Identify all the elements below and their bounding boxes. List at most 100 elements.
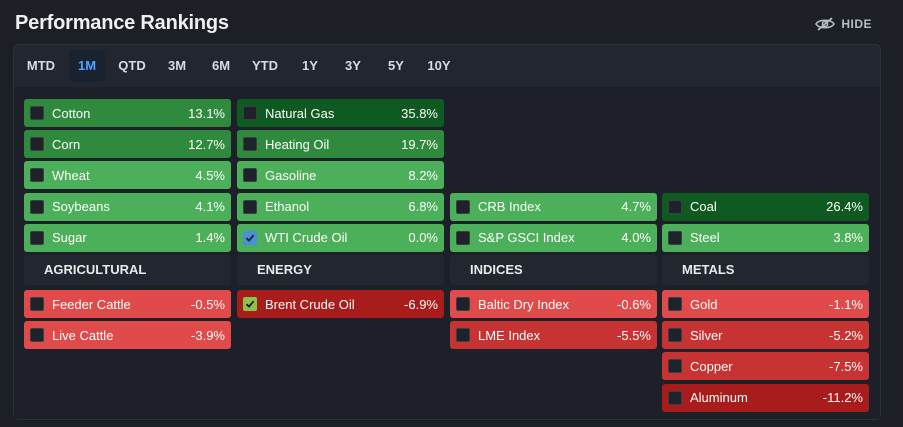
ranking-tile[interactable]: Gold -1.1% — [662, 290, 869, 318]
tile-checkbox[interactable] — [668, 199, 682, 214]
tile-name: Coal — [690, 199, 717, 215]
hide-label: HIDE — [841, 17, 872, 31]
tile-checkbox[interactable] — [456, 328, 470, 343]
ranking-tile[interactable]: Baltic Dry Index -0.6% — [450, 290, 657, 318]
tile-percent: 4.7% — [621, 199, 651, 215]
tile-checkbox[interactable] — [30, 230, 44, 245]
tile-percent: 8.2% — [408, 167, 438, 183]
eye-slash-icon — [815, 17, 836, 31]
tile-percent: 4.1% — [195, 199, 225, 215]
tile-checkbox[interactable] — [30, 328, 44, 343]
tile-name: S&P GSCI Index — [478, 230, 575, 246]
tile-name: Baltic Dry Index — [478, 296, 570, 312]
tab-ytd[interactable]: YTD — [252, 58, 278, 73]
tile-name: Feeder Cattle — [52, 296, 131, 312]
ranking-tile[interactable]: Silver -5.2% — [662, 321, 869, 350]
tile-name: Aluminum — [690, 390, 748, 406]
tile-percent: 13.1% — [188, 105, 225, 121]
tile-checkbox[interactable] — [456, 230, 470, 245]
tile-percent: -11.2% — [822, 390, 863, 406]
tile-checkbox[interactable] — [456, 199, 470, 214]
tile-percent: 4.5% — [195, 167, 225, 183]
tile-percent: -0.5% — [191, 296, 225, 312]
tile-name: Soybeans — [52, 199, 110, 215]
tile-percent: -7.5% — [829, 358, 863, 374]
ranking-tile[interactable]: Sugar 1.4% — [24, 223, 231, 252]
category-label: AGRICULTURAL — [24, 255, 231, 285]
ranking-tile[interactable]: Cotton 13.1% — [24, 99, 231, 127]
tab-6m[interactable]: 6M — [211, 58, 231, 73]
tile-percent: 4.0% — [621, 230, 651, 246]
tile-percent: 3.8% — [833, 230, 863, 246]
ranking-tile[interactable]: WTI Crude Oil 0.0% — [237, 223, 444, 252]
tile-checkbox[interactable] — [456, 297, 470, 311]
tile-checkbox[interactable] — [30, 106, 44, 120]
hide-button[interactable]: HIDE — [815, 17, 872, 31]
tile-name: Gold — [690, 296, 718, 312]
tile-checkbox[interactable] — [243, 199, 257, 214]
tile-checkbox[interactable] — [243, 106, 257, 120]
tile-checkbox[interactable] — [668, 297, 682, 311]
ranking-tile[interactable]: CRB Index 4.7% — [450, 192, 657, 221]
ranking-tile[interactable]: LME Index -5.5% — [450, 321, 657, 350]
ranking-tile[interactable]: Soybeans 4.1% — [24, 192, 231, 221]
ranking-tile[interactable]: Natural Gas 35.8% — [237, 99, 444, 127]
tile-percent: -0.6% — [617, 296, 651, 312]
ranking-tile[interactable]: S&P GSCI Index 4.0% — [450, 223, 657, 252]
ranking-tile[interactable]: Gasoline 8.2% — [237, 161, 444, 190]
tile-checkbox[interactable] — [668, 328, 682, 343]
tile-name: LME Index — [478, 327, 541, 343]
tab-3y[interactable]: 3Y — [345, 58, 361, 73]
tile-checkbox[interactable] — [30, 137, 44, 152]
tab-qtd[interactable]: QTD — [118, 58, 146, 73]
tile-checkbox[interactable] — [243, 137, 257, 152]
category-label: METALS — [662, 255, 869, 285]
tab-1y[interactable]: 1Y — [302, 58, 318, 73]
tile-checkbox[interactable] — [243, 297, 257, 311]
tile-name: Heating Oil — [265, 136, 330, 152]
tab-mtd[interactable]: MTD — [26, 58, 56, 73]
tile-percent: -1.1% — [829, 296, 863, 312]
tile-name: Corn — [52, 136, 81, 152]
tile-checkbox[interactable] — [243, 168, 257, 183]
ranking-tile[interactable]: Live Cattle -3.9% — [24, 321, 231, 350]
tile-percent: -3.9% — [191, 327, 225, 343]
tile-checkbox[interactable] — [30, 168, 44, 183]
tile-name: CRB Index — [478, 199, 541, 215]
ranking-tile[interactable]: Brent Crude Oil -6.9% — [237, 290, 444, 318]
tile-checkbox[interactable] — [668, 230, 682, 245]
tile-checkbox[interactable] — [243, 230, 257, 245]
tile-checkbox[interactable] — [668, 390, 682, 405]
ranking-tile[interactable]: Copper -7.5% — [662, 352, 869, 381]
ranking-tile[interactable]: Aluminum -11.2% — [662, 383, 869, 412]
tile-checkbox[interactable] — [30, 199, 44, 214]
tile-percent: 19.7% — [401, 136, 438, 152]
ranking-tile[interactable]: Steel 3.8% — [662, 223, 869, 252]
tile-percent: 35.8% — [401, 105, 438, 121]
ranking-tile[interactable]: Feeder Cattle -0.5% — [24, 290, 231, 318]
tile-name: Wheat — [52, 167, 90, 183]
rankings-panel: MTD 1M QTD 3M 6M YTD 1Y 3Y 5Y 10Y Cotton 13.1% Corn… — [13, 44, 881, 420]
tile-name: Ethanol — [265, 199, 310, 215]
tile-percent: 1.4% — [195, 230, 225, 246]
tile-name: Copper — [690, 358, 733, 374]
tab-10y[interactable]: 10Y — [427, 58, 451, 73]
tile-name: Live Cattle — [52, 327, 114, 343]
tab-5y[interactable]: 5Y — [388, 58, 404, 73]
tile-checkbox[interactable] — [30, 297, 44, 311]
tile-percent: -6.9% — [404, 296, 438, 312]
tile-name: Silver — [690, 327, 723, 343]
tile-checkbox[interactable] — [668, 359, 682, 374]
timeframe-tabs: MTD 1M QTD 3M 6M YTD 1Y 3Y 5Y 10Y — [14, 45, 880, 87]
ranking-tile[interactable]: Ethanol 6.8% — [237, 192, 444, 221]
ranking-tile[interactable]: Coal 26.4% — [662, 192, 869, 221]
ranking-tile[interactable]: Corn 12.7% — [24, 130, 231, 159]
tile-percent: -5.5% — [617, 327, 651, 343]
tab-3m[interactable]: 3M — [167, 58, 187, 73]
ranking-tile[interactable]: Heating Oil 19.7% — [237, 130, 444, 159]
tab-1m[interactable]: 1M — [69, 50, 105, 82]
ranking-tile[interactable]: Wheat 4.5% — [24, 161, 231, 190]
tile-percent: -5.2% — [829, 327, 863, 343]
rankings-grid: Cotton 13.1% Corn 12.7% Wheat 4.5% Soybeans 4.1… — [14, 87, 880, 419]
category-label: INDICES — [450, 255, 657, 285]
